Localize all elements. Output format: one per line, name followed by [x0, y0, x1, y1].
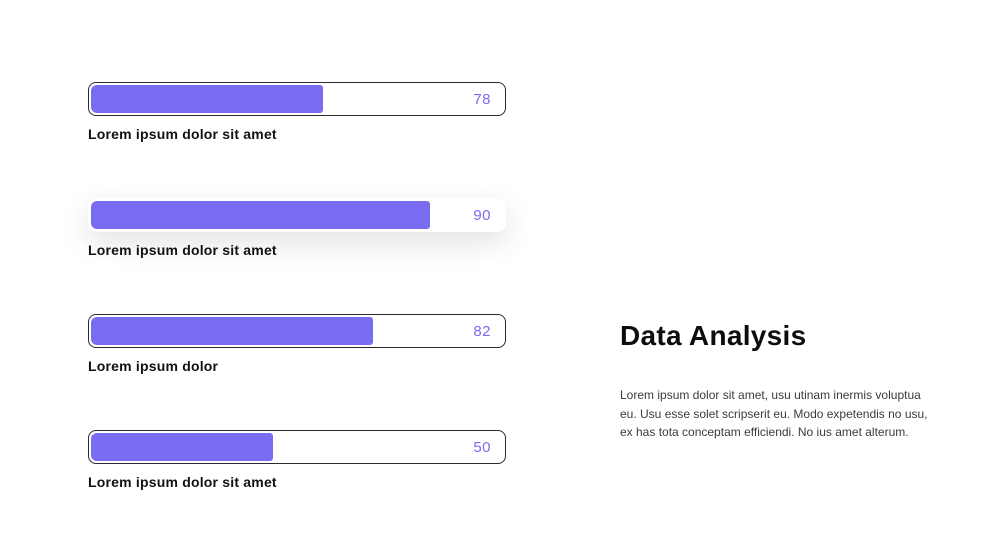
bar-value-1: 90 [473, 199, 491, 231]
bar-fill-0 [91, 85, 323, 113]
bar-fill-1 [91, 201, 430, 229]
bar-outer-0: 78 [88, 82, 506, 116]
bar-outer-3: 50 [88, 430, 506, 464]
bar-label-3: Lorem ipsum dolor sit amet [88, 474, 506, 490]
bar-label-1: Lorem ipsum dolor sit amet [88, 242, 506, 258]
bar-value-0: 78 [473, 83, 491, 115]
bars-column: 78 Lorem ipsum dolor sit amet 90 Lorem i… [88, 82, 506, 546]
bar-group-1: 90 Lorem ipsum dolor sit amet [88, 198, 506, 258]
bar-outer-1: 90 [88, 198, 506, 232]
bar-group-0: 78 Lorem ipsum dolor sit amet [88, 82, 506, 142]
right-panel: Data Analysis Lorem ipsum dolor sit amet… [620, 320, 930, 442]
bar-label-2: Lorem ipsum dolor [88, 358, 506, 374]
bar-value-3: 50 [473, 431, 491, 463]
bar-group-3: 50 Lorem ipsum dolor sit amet [88, 430, 506, 490]
slide-title: Data Analysis [620, 320, 930, 352]
bar-label-0: Lorem ipsum dolor sit amet [88, 126, 506, 142]
slide-canvas: 78 Lorem ipsum dolor sit amet 90 Lorem i… [0, 0, 988, 556]
bar-value-2: 82 [473, 315, 491, 347]
bar-outer-2: 82 [88, 314, 506, 348]
bar-fill-3 [91, 433, 273, 461]
bar-fill-2 [91, 317, 373, 345]
slide-body-text: Lorem ipsum dolor sit amet, usu utinam i… [620, 386, 930, 442]
bar-group-2: 82 Lorem ipsum dolor [88, 314, 506, 374]
